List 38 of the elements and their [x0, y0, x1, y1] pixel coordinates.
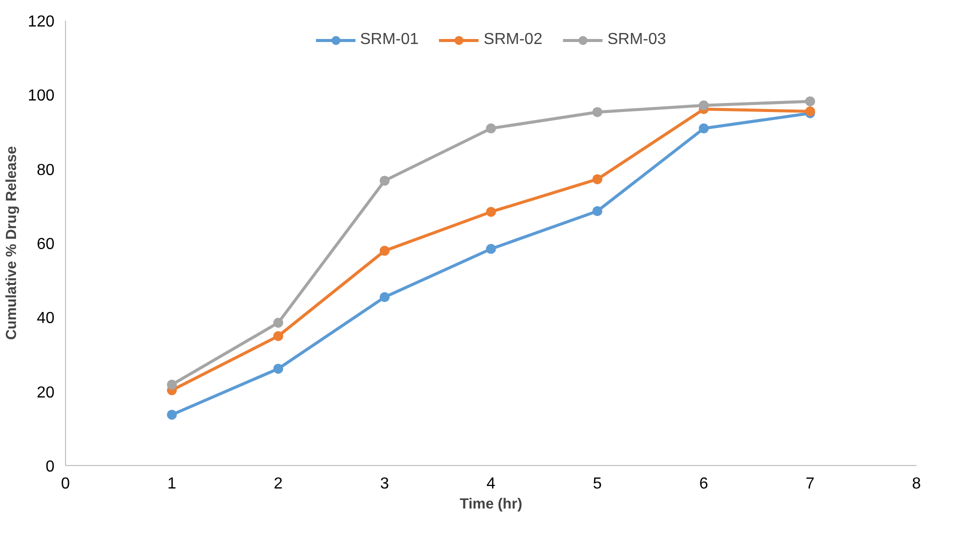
point: [166, 410, 177, 420]
x-axis-title: Time (hr): [460, 496, 522, 512]
point: [698, 100, 709, 110]
point: [380, 246, 390, 256]
point: [486, 244, 496, 254]
x-tick-label: 5: [592, 476, 602, 492]
y-tick-label: 40: [36, 310, 55, 328]
x-tick-label: 7: [806, 476, 815, 492]
point: [273, 331, 284, 342]
point: [592, 174, 602, 184]
point: [380, 176, 390, 186]
y-tick-label: 60: [36, 236, 55, 253]
y-tick-label: 20: [36, 384, 55, 402]
x-tick-label: 0: [61, 476, 70, 492]
legend-label: SRM-02: [484, 31, 542, 49]
point: [380, 292, 390, 302]
point: [698, 123, 709, 134]
x-tick-label: 4: [486, 476, 496, 492]
point: [166, 380, 177, 390]
x-tick-label: 2: [274, 476, 283, 492]
x-tick-label: 8: [912, 476, 922, 492]
y-tick-label: 120: [28, 14, 55, 30]
y-axis-title: Cumulative % Drug Release: [4, 146, 20, 340]
y-tick-label: 80: [36, 162, 55, 179]
x-tick-label: 6: [699, 476, 708, 492]
x-tick-label: 3: [380, 476, 390, 492]
y-tick-label: 100: [28, 88, 55, 105]
x-tick-label: 1: [167, 476, 176, 492]
point: [486, 206, 496, 217]
legend-label: SRM-01: [360, 31, 419, 49]
point: [592, 206, 602, 216]
point: [486, 123, 496, 134]
point: [805, 96, 816, 106]
legend-label: SRM-03: [607, 31, 666, 49]
point: [592, 107, 602, 118]
point: [273, 364, 284, 374]
y-tick-label: 0: [46, 458, 55, 476]
point: [273, 318, 284, 328]
